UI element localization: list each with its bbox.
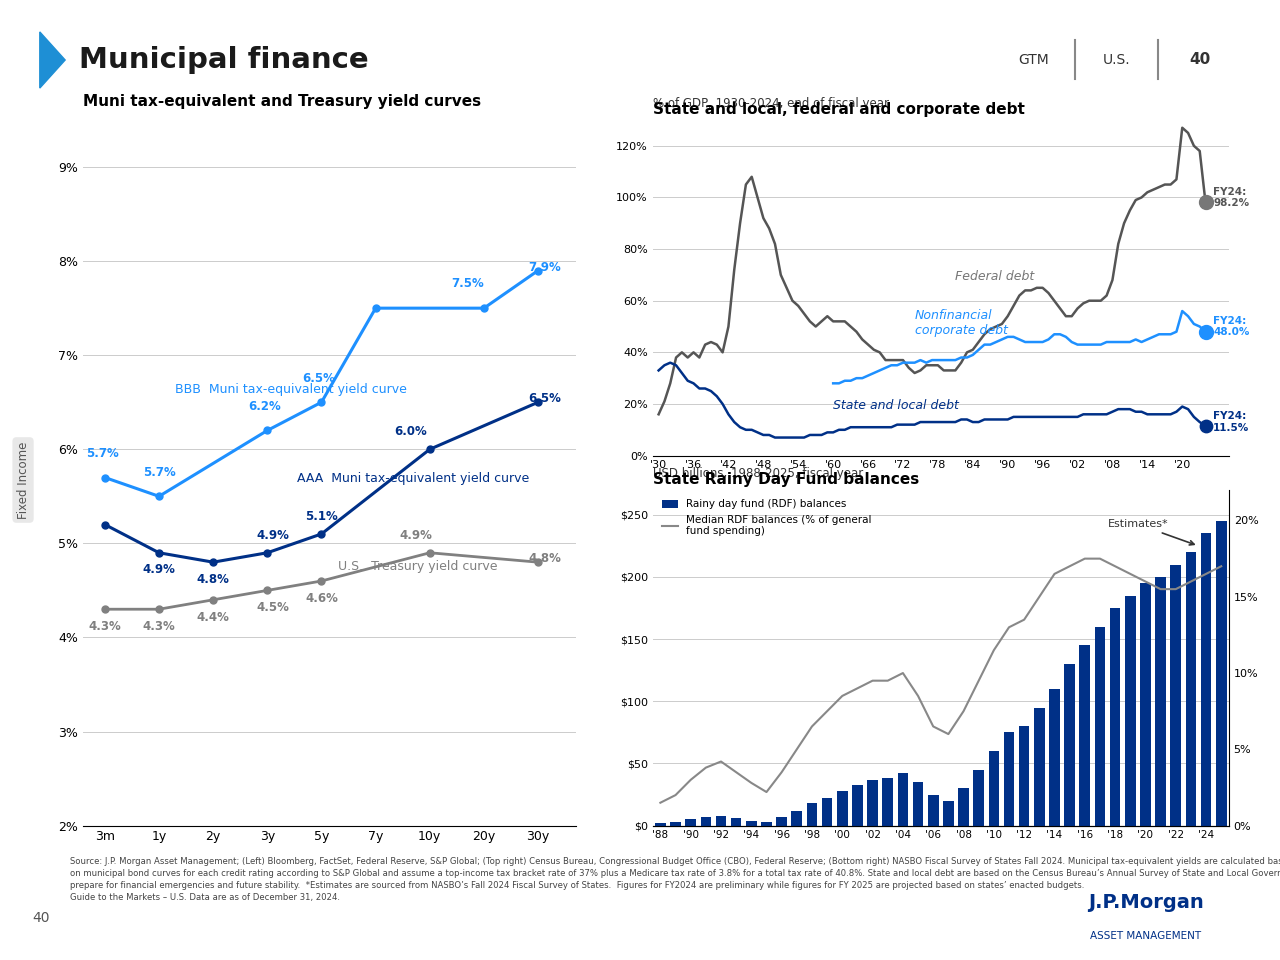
Text: 6.5%: 6.5% bbox=[529, 393, 561, 405]
Bar bbox=[655, 823, 666, 826]
Bar bbox=[685, 820, 696, 826]
Text: 5.7%: 5.7% bbox=[142, 466, 175, 479]
Bar bbox=[928, 795, 938, 826]
Bar bbox=[716, 816, 726, 826]
Text: 4.8%: 4.8% bbox=[197, 573, 229, 586]
Text: 4.4%: 4.4% bbox=[197, 611, 229, 623]
Text: 4.9%: 4.9% bbox=[256, 529, 289, 541]
Bar bbox=[913, 782, 923, 826]
Text: Municipal finance: Municipal finance bbox=[79, 45, 369, 74]
Bar bbox=[1156, 577, 1166, 826]
Bar bbox=[1185, 552, 1197, 826]
Text: % of GDP, 1930-2024, end of fiscal year: % of GDP, 1930-2024, end of fiscal year bbox=[653, 97, 888, 110]
Text: 4.6%: 4.6% bbox=[305, 591, 338, 605]
Text: Source: J.P. Morgan Asset Management; (Left) Bloomberg, FactSet, Federal Reserve: Source: J.P. Morgan Asset Management; (L… bbox=[70, 857, 1280, 901]
Text: 5.1%: 5.1% bbox=[305, 510, 338, 523]
Text: Muni tax-equivalent and Treasury yield curves: Muni tax-equivalent and Treasury yield c… bbox=[83, 94, 481, 109]
Text: 40: 40 bbox=[1189, 52, 1211, 67]
Bar bbox=[1110, 608, 1120, 826]
Bar bbox=[1125, 595, 1135, 826]
Bar bbox=[1004, 732, 1014, 826]
Text: State Rainy Day Fund balances: State Rainy Day Fund balances bbox=[653, 472, 919, 488]
Bar bbox=[1201, 534, 1211, 826]
Text: 4.8%: 4.8% bbox=[529, 552, 561, 565]
Bar bbox=[1170, 564, 1181, 826]
Text: U.S.  Treasury yield curve: U.S. Treasury yield curve bbox=[338, 560, 497, 573]
Bar bbox=[1140, 584, 1151, 826]
Point bbox=[1196, 419, 1216, 434]
Bar bbox=[852, 784, 863, 826]
Bar bbox=[1050, 689, 1060, 826]
Point bbox=[1196, 324, 1216, 340]
Bar bbox=[777, 817, 787, 826]
Bar bbox=[1094, 627, 1105, 826]
Bar bbox=[959, 788, 969, 826]
Text: ASSET MANAGEMENT: ASSET MANAGEMENT bbox=[1091, 931, 1201, 941]
Text: FY24:
11.5%: FY24: 11.5% bbox=[1213, 411, 1249, 433]
Bar bbox=[762, 822, 772, 826]
Bar bbox=[837, 791, 847, 826]
Bar bbox=[806, 804, 817, 826]
Text: U.S.: U.S. bbox=[1103, 53, 1130, 66]
Text: 5.7%: 5.7% bbox=[86, 446, 119, 460]
Bar bbox=[1019, 726, 1029, 826]
Text: Federal debt: Federal debt bbox=[955, 270, 1034, 283]
Text: 6.0%: 6.0% bbox=[394, 425, 428, 438]
Legend: Rainy day fund (RDF) balances, Median RDF balances (% of general
fund spending): Rainy day fund (RDF) balances, Median RD… bbox=[658, 495, 876, 540]
Text: Nonfinancial
corporate debt: Nonfinancial corporate debt bbox=[915, 309, 1007, 337]
Bar bbox=[700, 817, 712, 826]
Bar bbox=[1065, 664, 1075, 826]
Text: Estimates*: Estimates* bbox=[1107, 519, 1194, 545]
Bar bbox=[731, 818, 741, 826]
Text: 4.5%: 4.5% bbox=[256, 601, 289, 614]
Text: 4.9%: 4.9% bbox=[399, 529, 433, 541]
Bar bbox=[1034, 708, 1044, 826]
Text: AAA  Muni tax-equivalent yield curve: AAA Muni tax-equivalent yield curve bbox=[297, 472, 530, 485]
Bar bbox=[671, 822, 681, 826]
Text: J.P.Morgan: J.P.Morgan bbox=[1088, 893, 1203, 912]
Text: 40: 40 bbox=[32, 911, 50, 925]
Text: USD billions, 1988-2025, fiscal year: USD billions, 1988-2025, fiscal year bbox=[653, 467, 863, 480]
Bar bbox=[791, 810, 803, 826]
Bar bbox=[897, 774, 909, 826]
Text: 6.2%: 6.2% bbox=[248, 399, 282, 413]
Text: 7.5%: 7.5% bbox=[452, 277, 484, 291]
Text: 4.3%: 4.3% bbox=[88, 620, 122, 633]
Bar bbox=[882, 779, 893, 826]
Bar bbox=[746, 821, 756, 826]
Text: 6.5%: 6.5% bbox=[302, 372, 335, 385]
Text: 7.9%: 7.9% bbox=[529, 260, 561, 274]
Bar bbox=[973, 770, 984, 826]
Bar bbox=[868, 780, 878, 826]
Bar bbox=[943, 801, 954, 826]
Text: State and local, federal and corporate debt: State and local, federal and corporate d… bbox=[653, 103, 1025, 117]
Text: GTM: GTM bbox=[1018, 53, 1050, 66]
Bar bbox=[988, 751, 1000, 826]
Text: State and local debt: State and local debt bbox=[833, 399, 959, 412]
Polygon shape bbox=[40, 32, 65, 88]
Text: FY24:
98.2%: FY24: 98.2% bbox=[1213, 186, 1249, 208]
Text: 4.9%: 4.9% bbox=[142, 564, 175, 576]
Text: BBB  Muni tax-equivalent yield curve: BBB Muni tax-equivalent yield curve bbox=[175, 383, 407, 396]
Point bbox=[1196, 195, 1216, 210]
Bar bbox=[1079, 645, 1091, 826]
Bar bbox=[1216, 521, 1226, 826]
Text: 4.3%: 4.3% bbox=[142, 620, 175, 633]
Bar bbox=[822, 799, 832, 826]
Text: Fixed Income: Fixed Income bbox=[17, 442, 29, 518]
FancyBboxPatch shape bbox=[987, 33, 1247, 86]
Text: FY24:
48.0%: FY24: 48.0% bbox=[1213, 316, 1249, 337]
